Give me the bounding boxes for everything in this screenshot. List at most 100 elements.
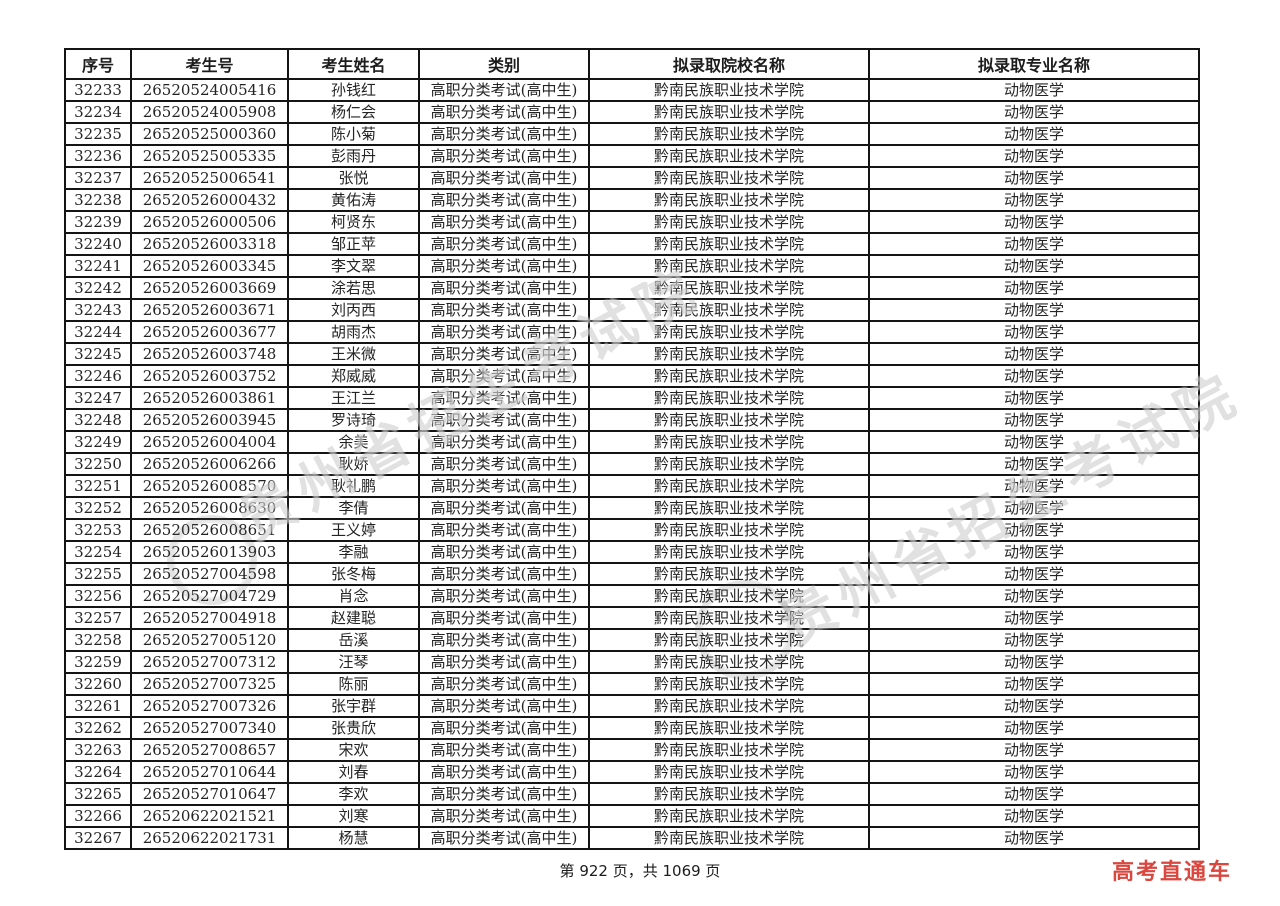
cell-name: 王义婷 xyxy=(287,518,420,542)
cell-category: 高职分类考试(高中生) xyxy=(418,518,590,542)
cell-institution: 黔南民族职业技术学院 xyxy=(588,650,870,674)
cell-name: 肖念 xyxy=(287,584,420,608)
cell-institution: 黔南民族职业技术学院 xyxy=(588,760,870,784)
cell-institution: 黔南民族职业技术学院 xyxy=(588,78,870,102)
cell-candidate-no: 26520526003318 xyxy=(130,232,289,256)
column-header-candidate-no: 考生号 xyxy=(130,48,289,80)
cell-major: 动物医学 xyxy=(868,254,1200,278)
table-row: 32250 26520526006266 耿娇 高职分类考试(高中生) 黔南民族职业技术… xyxy=(64,452,1200,476)
cell-major: 动物医学 xyxy=(868,562,1200,586)
cell-category: 高职分类考试(高中生) xyxy=(418,782,590,806)
cell-category: 高职分类考试(高中生) xyxy=(418,804,590,828)
cell-candidate-no: 26520527010647 xyxy=(130,782,289,806)
cell-name: 耿娇 xyxy=(287,452,420,476)
cell-serial: 32237 xyxy=(64,166,132,190)
cell-serial: 32265 xyxy=(64,782,132,806)
cell-name: 李倩 xyxy=(287,496,420,520)
cell-serial: 32260 xyxy=(64,672,132,696)
cell-category: 高职分类考试(高中生) xyxy=(418,672,590,696)
cell-major: 动物医学 xyxy=(868,452,1200,476)
cell-category: 高职分类考试(高中生) xyxy=(418,760,590,784)
cell-category: 高职分类考试(高中生) xyxy=(418,474,590,498)
cell-major: 动物医学 xyxy=(868,760,1200,784)
cell-major: 动物医学 xyxy=(868,782,1200,806)
cell-name: 李欢 xyxy=(287,782,420,806)
cell-major: 动物医学 xyxy=(868,584,1200,608)
cell-serial: 32263 xyxy=(64,738,132,762)
cell-category: 高职分类考试(高中生) xyxy=(418,166,590,190)
cell-name: 陈丽 xyxy=(287,672,420,696)
cell-candidate-no: 26520622021731 xyxy=(130,826,289,850)
table-row: 32265 26520527010647 李欢 高职分类考试(高中生) 黔南民族职业技术… xyxy=(64,782,1200,806)
cell-name: 余美 xyxy=(287,430,420,454)
table-row: 32261 26520527007326 张宇群 高职分类考试(高中生) 黔南民族职业技… xyxy=(64,694,1200,718)
cell-serial: 32267 xyxy=(64,826,132,850)
cell-major: 动物医学 xyxy=(868,100,1200,124)
cell-institution: 黔南民族职业技术学院 xyxy=(588,342,870,366)
table-row: 32241 26520526003345 李文翠 高职分类考试(高中生) 黔南民族职业技… xyxy=(64,254,1200,278)
cell-name: 张贵欣 xyxy=(287,716,420,740)
cell-institution: 黔南民族职业技术学院 xyxy=(588,584,870,608)
cell-category: 高职分类考试(高中生) xyxy=(418,298,590,322)
cell-major: 动物医学 xyxy=(868,650,1200,674)
cell-candidate-no: 26520526006266 xyxy=(130,452,289,476)
cell-serial: 32254 xyxy=(64,540,132,564)
table-header-row: 序号 考生号 考生姓名 类别 拟录取院校名称 拟录取专业名称 xyxy=(64,48,1200,80)
cell-serial: 32258 xyxy=(64,628,132,652)
table-row: 32253 26520526008651 王义婷 高职分类考试(高中生) 黔南民族职业技… xyxy=(64,518,1200,542)
table-row: 32248 26520526003945 罗诗琦 高职分类考试(高中生) 黔南民族职业技… xyxy=(64,408,1200,432)
cell-candidate-no: 26520525005335 xyxy=(130,144,289,168)
table-row: 32264 26520527010644 刘春 高职分类考试(高中生) 黔南民族职业技术… xyxy=(64,760,1200,784)
cell-candidate-no: 26520524005416 xyxy=(130,78,289,102)
table-row: 32234 26520524005908 杨仁会 高职分类考试(高中生) 黔南民族职业技… xyxy=(64,100,1200,124)
cell-candidate-no: 26520526003345 xyxy=(130,254,289,278)
cell-serial: 32233 xyxy=(64,78,132,102)
cell-category: 高职分类考试(高中生) xyxy=(418,408,590,432)
cell-candidate-no: 26520527008657 xyxy=(130,738,289,762)
cell-major: 动物医学 xyxy=(868,320,1200,344)
cell-major: 动物医学 xyxy=(868,430,1200,454)
cell-candidate-no: 26520527010644 xyxy=(130,760,289,784)
cell-category: 高职分类考试(高中生) xyxy=(418,430,590,454)
brand-logo-text: 高考直通车 xyxy=(1111,860,1232,885)
column-header-name: 考生姓名 xyxy=(287,48,420,80)
cell-category: 高职分类考试(高中生) xyxy=(418,540,590,564)
cell-institution: 黔南民族职业技术学院 xyxy=(588,672,870,696)
column-header-category: 类别 xyxy=(418,48,590,80)
cell-major: 动物医学 xyxy=(868,716,1200,740)
cell-category: 高职分类考试(高中生) xyxy=(418,496,590,520)
cell-institution: 黔南民族职业技术学院 xyxy=(588,298,870,322)
cell-name: 刘丙西 xyxy=(287,298,420,322)
table-row: 32252 26520526008630 李倩 高职分类考试(高中生) 黔南民族职业技术… xyxy=(64,496,1200,520)
cell-serial: 32259 xyxy=(64,650,132,674)
cell-institution: 黔南民族职业技术学院 xyxy=(588,144,870,168)
cell-candidate-no: 26520526004004 xyxy=(130,430,289,454)
cell-category: 高职分类考试(高中生) xyxy=(418,606,590,630)
cell-category: 高职分类考试(高中生) xyxy=(418,562,590,586)
cell-major: 动物医学 xyxy=(868,210,1200,234)
cell-name: 王米微 xyxy=(287,342,420,366)
table-body: 32233 26520524005416 孙钱红 高职分类考试(高中生) 黔南民族职业技… xyxy=(64,78,1200,850)
cell-major: 动物医学 xyxy=(868,276,1200,300)
cell-serial: 32235 xyxy=(64,122,132,146)
table-row: 32251 26520526008570 耿礼鹏 高职分类考试(高中生) 黔南民族职业技… xyxy=(64,474,1200,498)
cell-serial: 32256 xyxy=(64,584,132,608)
cell-major: 动物医学 xyxy=(868,166,1200,190)
cell-category: 高职分类考试(高中生) xyxy=(418,386,590,410)
cell-category: 高职分类考试(高中生) xyxy=(418,694,590,718)
cell-candidate-no: 26520527004918 xyxy=(130,606,289,630)
cell-serial: 32241 xyxy=(64,254,132,278)
cell-category: 高职分类考试(高中生) xyxy=(418,584,590,608)
cell-serial: 32257 xyxy=(64,606,132,630)
cell-category: 高职分类考试(高中生) xyxy=(418,738,590,762)
table-row: 32259 26520527007312 汪琴 高职分类考试(高中生) 黔南民族职业技术… xyxy=(64,650,1200,674)
cell-institution: 黔南民族职业技术学院 xyxy=(588,804,870,828)
cell-category: 高职分类考试(高中生) xyxy=(418,78,590,102)
cell-major: 动物医学 xyxy=(868,496,1200,520)
cell-serial: 32253 xyxy=(64,518,132,542)
cell-candidate-no: 26520527007325 xyxy=(130,672,289,696)
cell-candidate-no: 26520527004729 xyxy=(130,584,289,608)
cell-major: 动物医学 xyxy=(868,540,1200,564)
cell-major: 动物医学 xyxy=(868,606,1200,630)
